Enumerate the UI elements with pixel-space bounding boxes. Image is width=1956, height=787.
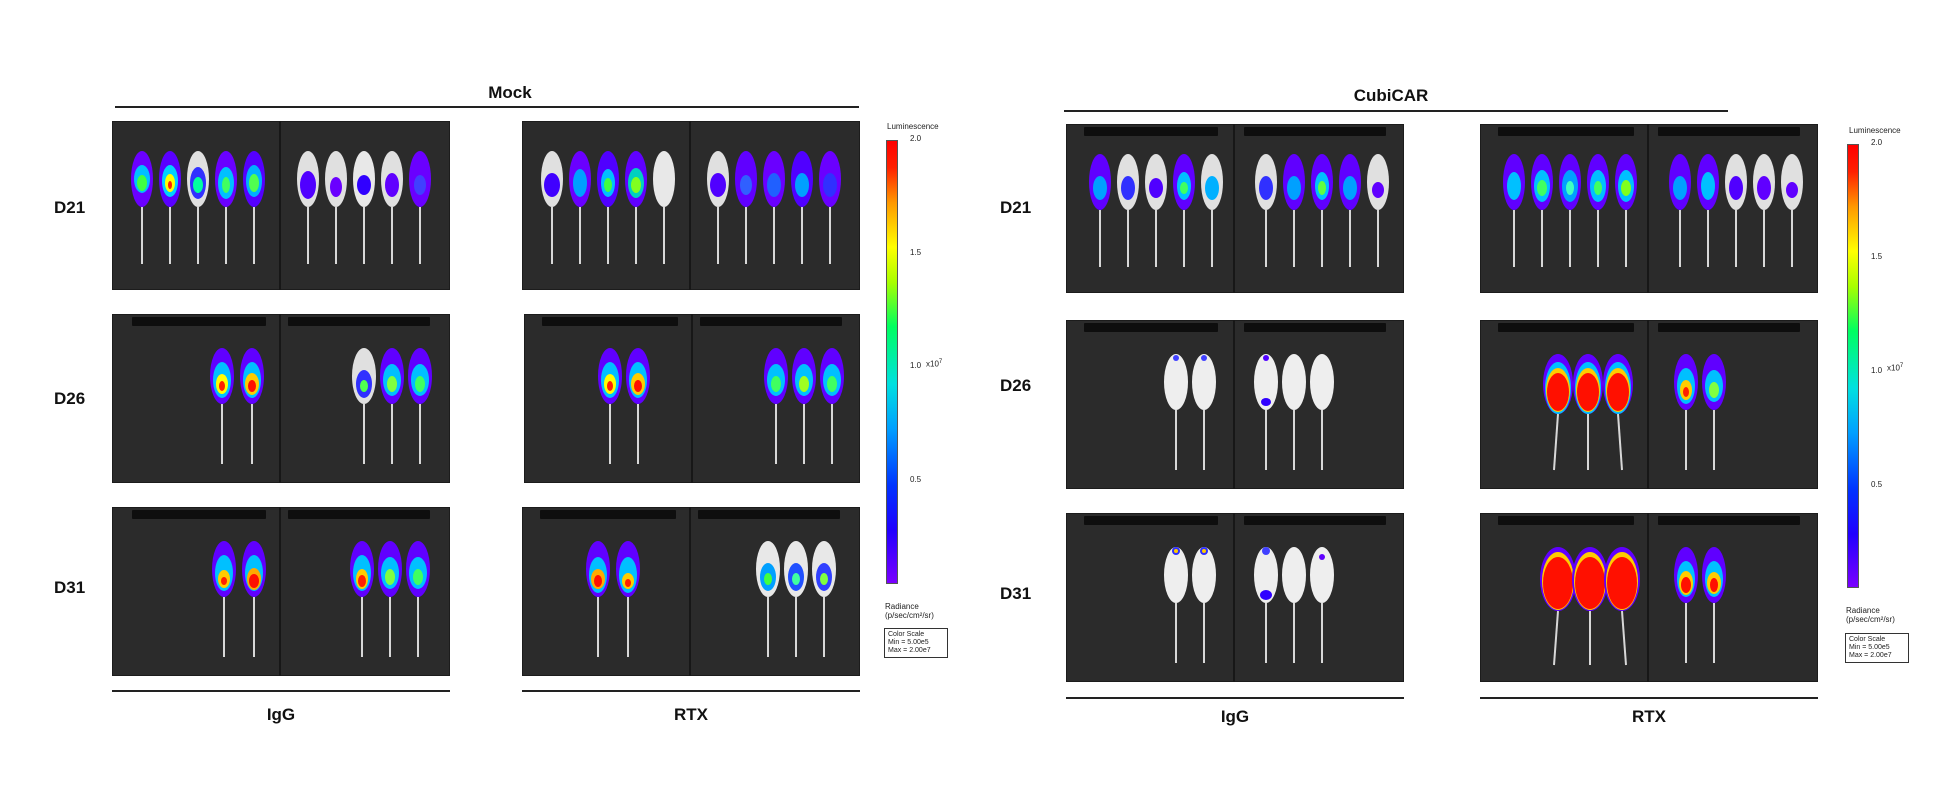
- scale-box-mock: Color Scale Min = 5.00e5 Max = 2.00e7: [884, 628, 948, 658]
- group-rule-mock: [115, 106, 859, 108]
- image-mock-rtx-d31: [522, 507, 860, 676]
- row-label-d26-cubicar: D26: [1000, 376, 1032, 395]
- row-label-d21-cubicar: D21: [1000, 198, 1032, 217]
- scale-units-cubicar: Radiance (p/sec/cm²/sr): [1846, 606, 1895, 624]
- image-mock-igg-d26: [112, 314, 450, 483]
- image-cubicar-igg-d21: [1066, 124, 1404, 293]
- column-label-cubicar-igg: IgG: [1220, 707, 1250, 726]
- image-cubicar-igg-d31: [1066, 513, 1404, 682]
- column-rule-mock-igg: [112, 690, 450, 692]
- row-label-d26-mock: D26: [54, 389, 86, 408]
- column-rule-cubicar-igg: [1066, 697, 1404, 699]
- column-label-mock-rtx: RTX: [674, 705, 708, 724]
- column-rule-mock-rtx: [522, 690, 860, 692]
- row-label-d31-cubicar: D31: [1000, 584, 1032, 603]
- image-mock-igg-d31: [112, 507, 450, 676]
- scale-box-cubicar: Color Scale Min = 5.00e5 Max = 2.00e7: [1845, 633, 1909, 663]
- image-mock-rtx-d21: [522, 121, 860, 290]
- scale-units-mock: Radiance (p/sec/cm²/sr): [885, 602, 934, 620]
- group-title-cubicar: CubiCAR: [1353, 86, 1429, 105]
- group-title-mock: Mock: [488, 83, 532, 102]
- color-scale-bar-cubicar: [1847, 144, 1859, 588]
- column-label-cubicar-rtx: RTX: [1632, 707, 1666, 726]
- scale-title-mock: Luminescence: [887, 122, 939, 131]
- image-cubicar-rtx-d31: [1480, 513, 1818, 682]
- image-cubicar-igg-d26: [1066, 320, 1404, 489]
- image-cubicar-rtx-d26: [1480, 320, 1818, 489]
- color-scale-bar-mock: [886, 140, 898, 584]
- mouse-group: [131, 151, 431, 264]
- row-label-d31-mock: D31: [54, 578, 86, 597]
- scale-exponent-mock: x107: [926, 359, 943, 369]
- row-label-d21-mock: D21: [54, 198, 86, 217]
- scale-title-cubicar: Luminescence: [1849, 126, 1901, 135]
- image-cubicar-rtx-d21: [1480, 124, 1818, 293]
- scale-exponent-cubicar: x107: [1887, 363, 1904, 373]
- column-rule-cubicar-rtx: [1480, 697, 1818, 699]
- column-label-mock-igg: IgG: [266, 705, 296, 724]
- image-mock-igg-d21: [112, 121, 450, 290]
- image-mock-rtx-d26: [524, 314, 860, 483]
- group-rule-cubicar: [1064, 110, 1728, 112]
